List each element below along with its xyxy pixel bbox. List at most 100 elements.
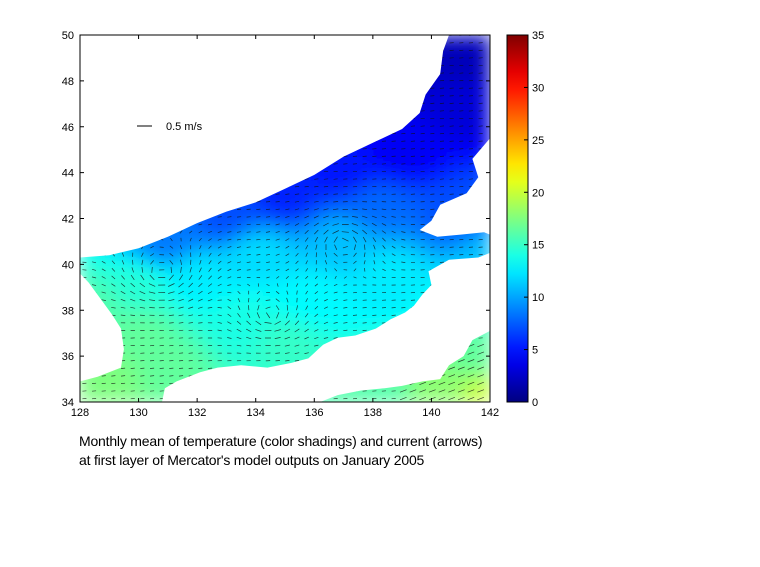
temperature-cell (270, 281, 279, 289)
temperature-cell (468, 52, 477, 59)
current-arrow (265, 253, 271, 256)
temperature-cell (402, 172, 411, 180)
temperature-cell (182, 247, 191, 254)
temperature-cell (402, 241, 411, 248)
temperature-cell (189, 281, 198, 289)
temperature-cell (343, 230, 352, 237)
temperature-cell (175, 247, 184, 254)
temperature-cell (475, 40, 484, 48)
temperature-cell (204, 264, 213, 271)
temperature-cell (409, 121, 418, 128)
temperature-cell (416, 270, 425, 277)
temperature-cell (285, 184, 294, 191)
current-arrow (217, 216, 222, 218)
temperature-cell (285, 356, 294, 363)
temperature-cell (219, 264, 228, 271)
temperature-cell (453, 52, 462, 59)
temperature-cell (416, 201, 425, 208)
temperature-cell (460, 367, 469, 375)
temperature-cell (299, 184, 308, 191)
temperature-cell (138, 293, 147, 300)
temperature-cell (307, 201, 316, 208)
temperature-cell (87, 264, 96, 271)
temperature-cell (138, 356, 147, 363)
temperature-cell (299, 230, 308, 237)
temperature-cell (255, 212, 264, 220)
temperature-cell (219, 344, 228, 352)
current-arrow (236, 223, 242, 226)
temperature-cell (380, 298, 389, 306)
temperature-cell (460, 121, 469, 128)
current-arrow (286, 297, 289, 303)
temperature-cell (109, 264, 118, 271)
temperature-cell (416, 224, 425, 231)
temperature-cell (336, 218, 345, 225)
temperature-cell (321, 310, 330, 317)
temperature-cell (131, 264, 140, 271)
temperature-cell (453, 121, 462, 128)
temperature-cell (226, 310, 235, 317)
temperature-cell (109, 396, 118, 402)
temperature-cell (321, 207, 330, 214)
temperature-cell (468, 247, 477, 254)
temperature-cell (314, 235, 323, 243)
temperature-cell (248, 310, 257, 317)
temperature-cell (475, 241, 484, 248)
temperature-cell (343, 195, 352, 203)
temperature-cell (431, 172, 440, 180)
temperature-cell (248, 241, 257, 248)
temperature-cell (248, 344, 257, 352)
temperature-cell (263, 201, 272, 208)
temperature-cell (123, 281, 132, 289)
temperature-cell (80, 396, 89, 402)
temperature-cell (182, 270, 191, 277)
temperature-cell (116, 252, 125, 260)
temperature-cell (446, 241, 455, 248)
temperature-cell (416, 230, 425, 237)
temperature-cell (175, 367, 184, 375)
current-arrow (197, 298, 203, 302)
current-arrow (285, 193, 290, 195)
temperature-cell (402, 184, 411, 191)
temperature-cell (167, 264, 176, 271)
temperature-cell (175, 350, 184, 357)
current-arrow (199, 245, 202, 250)
temperature-cell (314, 281, 323, 289)
temperature-cell (153, 321, 162, 329)
current-arrow (284, 336, 291, 340)
temperature-cell (365, 304, 374, 311)
temperature-cell (307, 189, 316, 197)
temperature-cell (138, 287, 147, 294)
current-arrow (294, 186, 300, 188)
temperature-cell (387, 390, 396, 397)
temperature-cell (263, 258, 272, 266)
temperature-cell (307, 184, 316, 191)
temperature-cell (255, 224, 264, 231)
temperature-cell (182, 338, 191, 346)
temperature-cell (446, 40, 455, 48)
temperature-cell (416, 258, 425, 266)
temperature-cell (131, 310, 140, 317)
temperature-cell (248, 230, 257, 237)
temperature-cell (219, 212, 228, 220)
temperature-cell (211, 241, 220, 248)
temperature-cell (380, 287, 389, 294)
temperature-cell (123, 361, 132, 369)
temperature-cell (424, 281, 433, 289)
temperature-cell (358, 224, 367, 231)
temperature-cell (424, 149, 433, 157)
temperature-cell (409, 207, 418, 214)
temperature-cell (226, 270, 235, 277)
temperature-cell (263, 350, 272, 357)
temperature-cell (219, 298, 228, 306)
current-arrow (121, 260, 125, 265)
current-arrow (275, 216, 280, 218)
temperature-cell (189, 275, 198, 283)
current-arrow (314, 178, 319, 180)
temperature-cell (197, 344, 206, 352)
temperature-cell (336, 155, 345, 162)
temperature-cell (292, 293, 301, 300)
current-arrow (324, 298, 328, 302)
current-arrow (208, 238, 212, 241)
current-arrow (121, 252, 125, 257)
